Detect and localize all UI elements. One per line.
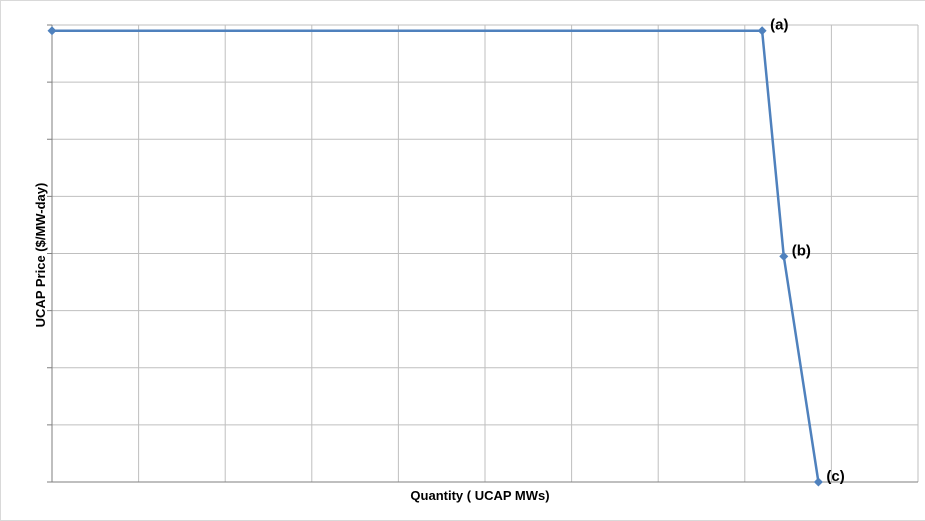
x-axis-title: Quantity ( UCAP MWs) <box>410 488 549 503</box>
grid <box>51 24 919 483</box>
data-point-marker <box>47 26 57 36</box>
data-point-marker <box>757 26 767 36</box>
data-point-label: (b) <box>792 242 811 259</box>
data-point-marker <box>813 477 823 487</box>
axes <box>47 24 918 483</box>
point-labels: (a) (b) (c) <box>770 17 845 485</box>
data-point-label: (a) <box>770 17 788 34</box>
series-line <box>52 29 820 483</box>
series <box>47 26 823 487</box>
data-point-label: (c) <box>826 468 844 485</box>
data-point-marker <box>779 251 789 261</box>
y-axis-title: UCAP Price ($/MW-day) <box>33 183 48 328</box>
